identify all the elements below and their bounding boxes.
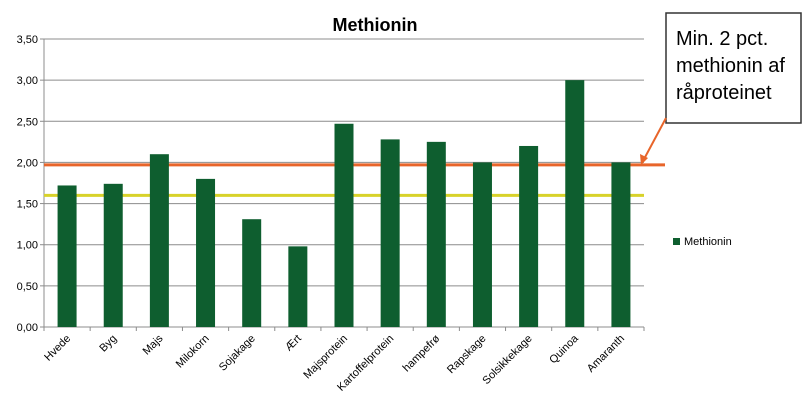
callout-arrow-line: [642, 117, 667, 162]
bar-kartoffelprotein: [380, 139, 400, 327]
y-tick-label: 2,50: [17, 116, 38, 128]
bar-rapskage: [472, 162, 492, 327]
annotation-callout: Min. 2 pct. methionin af råproteinet: [640, 12, 802, 165]
x-tick-label: Quinoa: [547, 332, 581, 366]
bar-solsikkekage: [519, 145, 539, 327]
x-tick-label: Ært: [283, 333, 304, 354]
x-tick-labels: Hvede Byg Majs Milokorn Sojakage ÆrtMajsprote…: [42, 332, 627, 394]
bars: [57, 80, 631, 328]
x-tick-label: Solsikkekage: [480, 333, 534, 387]
bar-hampefrø: [426, 141, 446, 327]
x-tick-label: Byg: [97, 333, 119, 355]
x-tick-label: Majs: [141, 332, 166, 357]
legend-label: Methionin: [684, 236, 732, 248]
callout-arrow-head: [640, 154, 648, 165]
x-tick-label: Rapskage: [445, 333, 489, 377]
x-tick-label: Sojakage: [217, 333, 258, 374]
callout-box: [665, 12, 802, 124]
y-tick-label: 0,00: [17, 322, 38, 334]
y-tick-label: 0,50: [17, 281, 38, 293]
bar-byg: [103, 183, 123, 327]
x-tick-label: Majsprotein: [301, 333, 350, 382]
chart-title: Methionin: [333, 15, 418, 35]
y-tick-label: 1,50: [17, 199, 38, 211]
y-tick-label: 1,00: [17, 240, 38, 252]
callout-text-line: råproteinet: [676, 82, 772, 104]
bar-quinoa: [565, 80, 585, 328]
callout-text-line: methionin af: [676, 55, 785, 77]
callout-text-line: Min. 2 pct.: [676, 28, 768, 50]
legend: Methionin: [673, 236, 732, 248]
x-tick-label: hampefrø: [401, 332, 443, 374]
y-tick-label: 3,00: [17, 75, 38, 87]
bar-ært: [288, 246, 308, 327]
y-tick-labels: 0,00 0,50 1,00 1,50 2,00 2,50 3,00 3,50: [17, 34, 38, 334]
bar-sojakage: [242, 219, 262, 327]
bar-majsprotein: [334, 123, 354, 327]
y-tick-label: 2,00: [17, 157, 38, 169]
y-tick-label: 3,50: [17, 34, 38, 46]
bar-majs: [149, 154, 169, 327]
x-tick-label: Amaranth: [585, 333, 627, 375]
bar-hvede: [57, 185, 77, 327]
legend-swatch: [673, 238, 680, 245]
bar-amaranth: [611, 162, 631, 327]
x-tick-label: Milokorn: [174, 333, 212, 371]
x-tick-label: Hvede: [42, 333, 73, 364]
bar-milokorn: [196, 178, 216, 327]
